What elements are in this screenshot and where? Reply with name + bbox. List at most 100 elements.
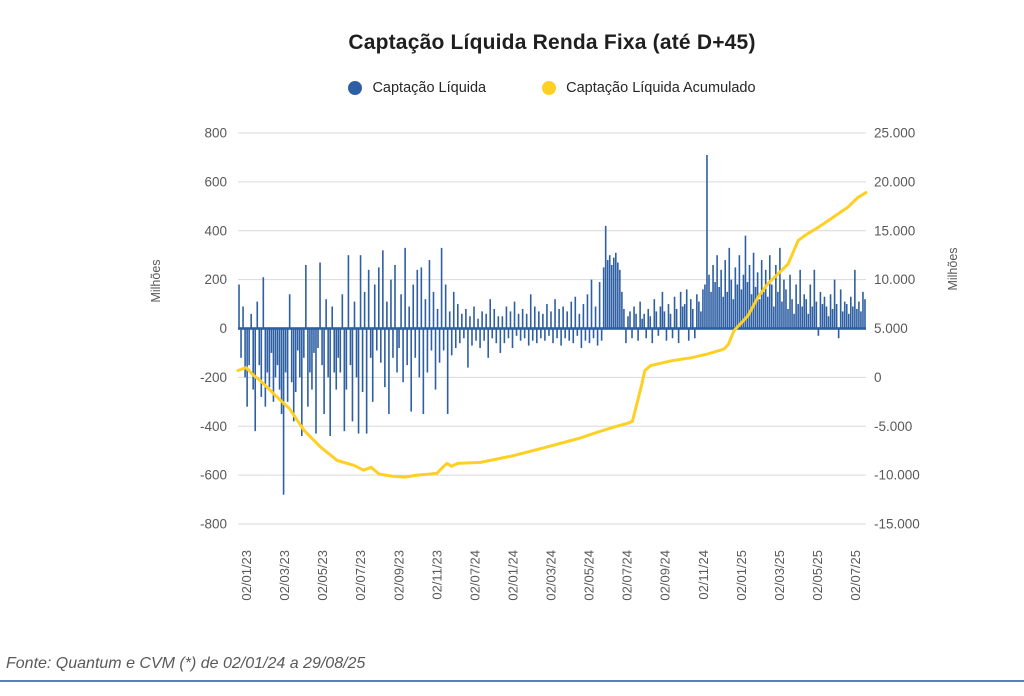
bar-baseline <box>238 327 866 330</box>
bar <box>627 316 629 329</box>
bar <box>404 247 406 329</box>
bar <box>793 313 795 329</box>
bar <box>361 328 364 393</box>
bar <box>841 311 844 329</box>
bar <box>380 328 382 363</box>
bar <box>382 250 384 329</box>
x-axis-tick: 02/03/24 <box>544 550 559 601</box>
bar <box>327 328 329 378</box>
bar <box>424 299 427 329</box>
bar <box>436 308 439 329</box>
left-axis-tick: -400 <box>200 419 227 434</box>
bar <box>799 269 801 329</box>
bar <box>807 313 810 329</box>
bar <box>766 296 769 329</box>
bar <box>264 328 267 407</box>
bar <box>359 255 362 329</box>
bar <box>483 328 485 341</box>
bar <box>430 328 433 351</box>
legend-label-captacao-liquida-acumulado: Captação Líquida Acumulado <box>566 80 756 96</box>
bar <box>377 267 380 329</box>
x-axis-tick: 02/01/23 <box>239 550 254 601</box>
bar <box>410 328 413 412</box>
bar <box>313 328 315 353</box>
bar <box>505 306 508 329</box>
bar <box>643 313 645 329</box>
x-axis-tick: 02/07/24 <box>467 550 482 601</box>
bar <box>740 289 743 329</box>
bar <box>307 328 309 407</box>
bar <box>681 306 684 329</box>
bar <box>420 267 423 329</box>
bar <box>457 304 459 329</box>
legend-label-captacao-liquida: Captação Líquida <box>372 80 487 96</box>
bar <box>783 279 785 329</box>
bar <box>673 296 676 329</box>
x-axis-tick: 02/09/23 <box>391 550 406 601</box>
bar <box>323 328 325 415</box>
bar <box>730 279 733 329</box>
bar <box>619 269 621 329</box>
bar <box>604 225 607 329</box>
left-axis-title: Milhões <box>149 259 163 303</box>
bar <box>402 328 404 383</box>
left-axis-tick: -600 <box>200 468 227 483</box>
bar <box>497 316 500 329</box>
bar <box>459 328 461 344</box>
bar <box>845 304 848 329</box>
bar <box>653 299 656 329</box>
bar <box>556 328 558 339</box>
bar <box>258 328 261 366</box>
bar <box>655 311 658 329</box>
bar <box>367 269 370 329</box>
bar <box>238 284 240 329</box>
bar <box>623 308 625 329</box>
bar <box>768 255 771 329</box>
bar <box>615 252 617 329</box>
bar <box>566 311 568 329</box>
bar <box>572 328 575 344</box>
bar <box>744 235 747 329</box>
bar <box>726 291 729 329</box>
bar <box>294 328 297 393</box>
bar <box>694 328 696 339</box>
bar <box>386 301 388 329</box>
left-axis-tick: 400 <box>204 223 227 238</box>
legend-item-captacao-liquida: Captação Líquida <box>348 80 486 96</box>
bar <box>347 255 350 329</box>
bar <box>602 267 605 329</box>
bar <box>303 328 305 358</box>
bar <box>586 294 589 329</box>
bar <box>479 328 481 349</box>
bar <box>702 289 704 329</box>
bar <box>716 255 718 329</box>
bar <box>250 313 252 329</box>
bar <box>718 286 720 329</box>
bar <box>489 299 492 329</box>
bar <box>758 299 761 329</box>
bar <box>582 304 585 329</box>
bar <box>671 328 674 339</box>
bar <box>337 328 340 358</box>
bar <box>594 306 597 329</box>
bar <box>282 328 285 495</box>
bar <box>529 294 532 329</box>
bar <box>813 269 816 329</box>
bar <box>797 304 799 329</box>
bar <box>789 274 791 329</box>
bar <box>438 328 441 363</box>
bar <box>254 328 257 432</box>
bar <box>461 313 463 329</box>
bar <box>588 328 591 344</box>
bar <box>351 328 354 422</box>
bar <box>426 328 429 373</box>
bar <box>542 313 544 329</box>
bar <box>762 291 765 329</box>
bar <box>525 313 528 329</box>
bar <box>485 313 487 329</box>
bar <box>446 328 449 415</box>
bar <box>748 264 751 329</box>
bar <box>523 328 526 339</box>
bar <box>422 328 425 415</box>
bar <box>562 306 564 329</box>
